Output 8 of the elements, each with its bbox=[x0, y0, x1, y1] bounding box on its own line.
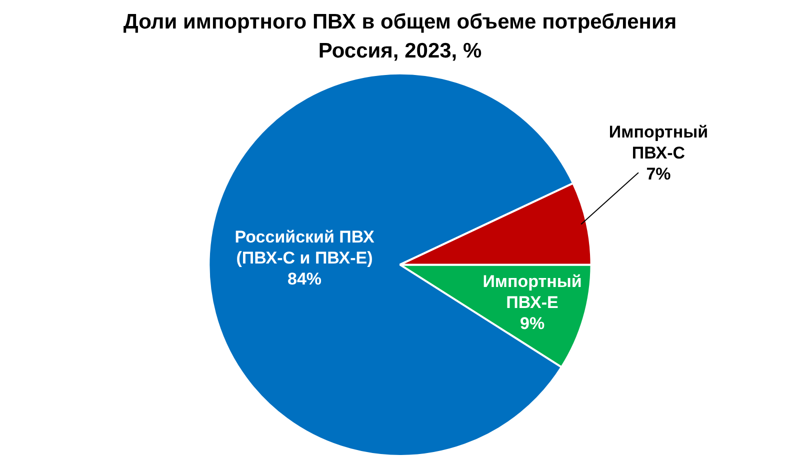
slice-label: Импортный ПВХ-Е bbox=[482, 272, 582, 312]
slice-label: Импортный ПВХ-С bbox=[608, 122, 708, 162]
data-label: 7% bbox=[646, 164, 671, 184]
slice-label: Российский ПВХ (ПВХ-С и ПВХ-Е) bbox=[234, 227, 376, 268]
chart-title: Доли импортного ПВХ в общем объеме потребления bbox=[123, 10, 677, 34]
data-label: 84% bbox=[288, 269, 322, 288]
chart-subtitle: Россия, 2023, % bbox=[318, 40, 482, 63]
data-label: 9% bbox=[520, 314, 545, 333]
